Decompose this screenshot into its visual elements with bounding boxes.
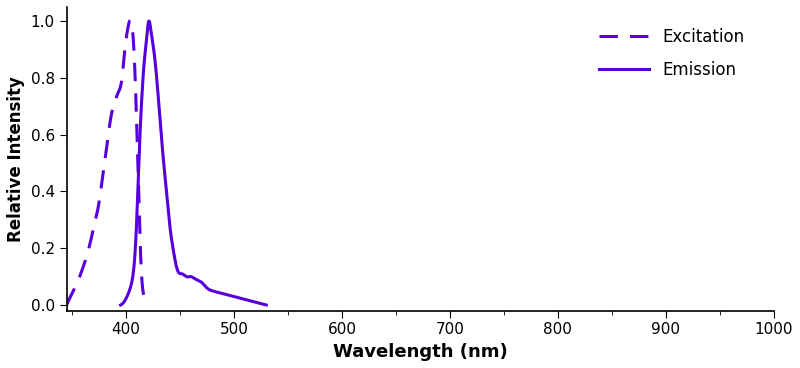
Excitation (142, 303, 152, 307)
Line: Emission: Emission (121, 21, 266, 305)
Emission (230, 294, 239, 299)
Emission (232, 295, 242, 300)
Excitation (98, 178, 107, 182)
Excitation (125, 19, 134, 23)
Excitation (62, 303, 71, 307)
Excitation (94, 198, 104, 203)
Line: Excitation: Excitation (66, 21, 147, 305)
Excitation (118, 74, 127, 79)
Emission (180, 273, 190, 278)
Excitation (70, 286, 80, 290)
Emission (130, 245, 140, 249)
Excitation (126, 19, 136, 23)
Emission (116, 303, 126, 307)
Excitation (125, 19, 134, 23)
Legend: Excitation, Emission: Excitation, Emission (593, 21, 751, 86)
X-axis label: Wavelength (nm): Wavelength (nm) (333, 343, 507, 361)
Emission (175, 271, 185, 276)
Y-axis label: Relative Intensity: Relative Intensity (7, 76, 25, 242)
Emission (216, 291, 226, 295)
Emission (144, 19, 154, 23)
Emission (262, 303, 271, 307)
